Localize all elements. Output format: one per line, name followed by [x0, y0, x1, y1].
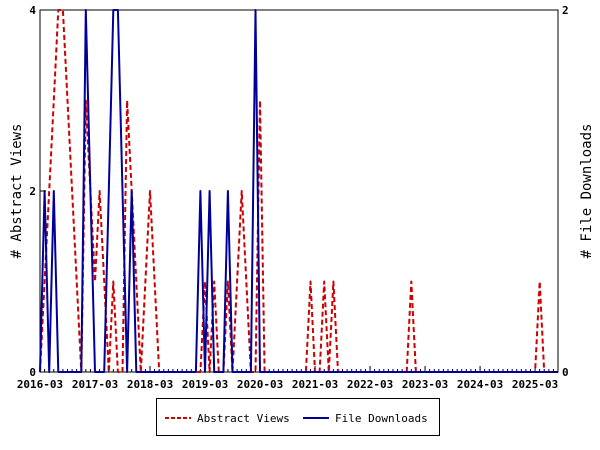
legend: Abstract Views File Downloads — [156, 398, 440, 436]
x-tick-label: 2025-03 — [512, 378, 558, 391]
x-tick-label: 2020-03 — [237, 378, 283, 391]
legend-label-file-downloads: File Downloads — [335, 411, 428, 425]
x-tick-label: 2017-03 — [72, 378, 118, 391]
x-tick-label: 2019-03 — [182, 378, 228, 391]
legend-item-abstract-views: Abstract Views — [165, 411, 290, 425]
x-axis-labels: 2016-03 2017-03 2018-03 2019-03 2020-03 2021-… — [17, 378, 558, 391]
series-line-file-downloads — [39, 9, 558, 373]
x-tick-label: 2016-03 — [17, 378, 63, 391]
legend-item-file-downloads: File Downloads — [303, 411, 428, 425]
y-left-tick-label: 0 — [29, 366, 36, 379]
y-right-tick-label: 2 — [562, 4, 569, 17]
y-axis-left: 0 2 4 — [29, 4, 46, 379]
y-axis-left-title: # Abstract Views — [9, 124, 25, 259]
x-tick-label: 2022-03 — [347, 378, 393, 391]
series-layer — [39, 9, 558, 373]
y-right-tick-label: 0 — [562, 366, 569, 379]
x-tick-label: 2018-03 — [127, 378, 173, 391]
x-tick-label: 2023-03 — [402, 378, 448, 391]
plot-frame — [39, 9, 559, 373]
y-axis-right: 02 — [552, 4, 569, 379]
legend-label-abstract-views: Abstract Views — [197, 411, 290, 425]
y-axis-right-title: # File Downloads — [579, 124, 595, 259]
y-left-tick-label: 2 — [29, 185, 36, 198]
legend-swatch-abstract-views — [165, 417, 191, 419]
x-tick-label: 2024-03 — [457, 378, 503, 391]
x-tick-label: 2021-03 — [292, 378, 338, 391]
legend-swatch-file-downloads — [303, 417, 329, 419]
y-left-tick-label: 4 — [29, 4, 36, 17]
